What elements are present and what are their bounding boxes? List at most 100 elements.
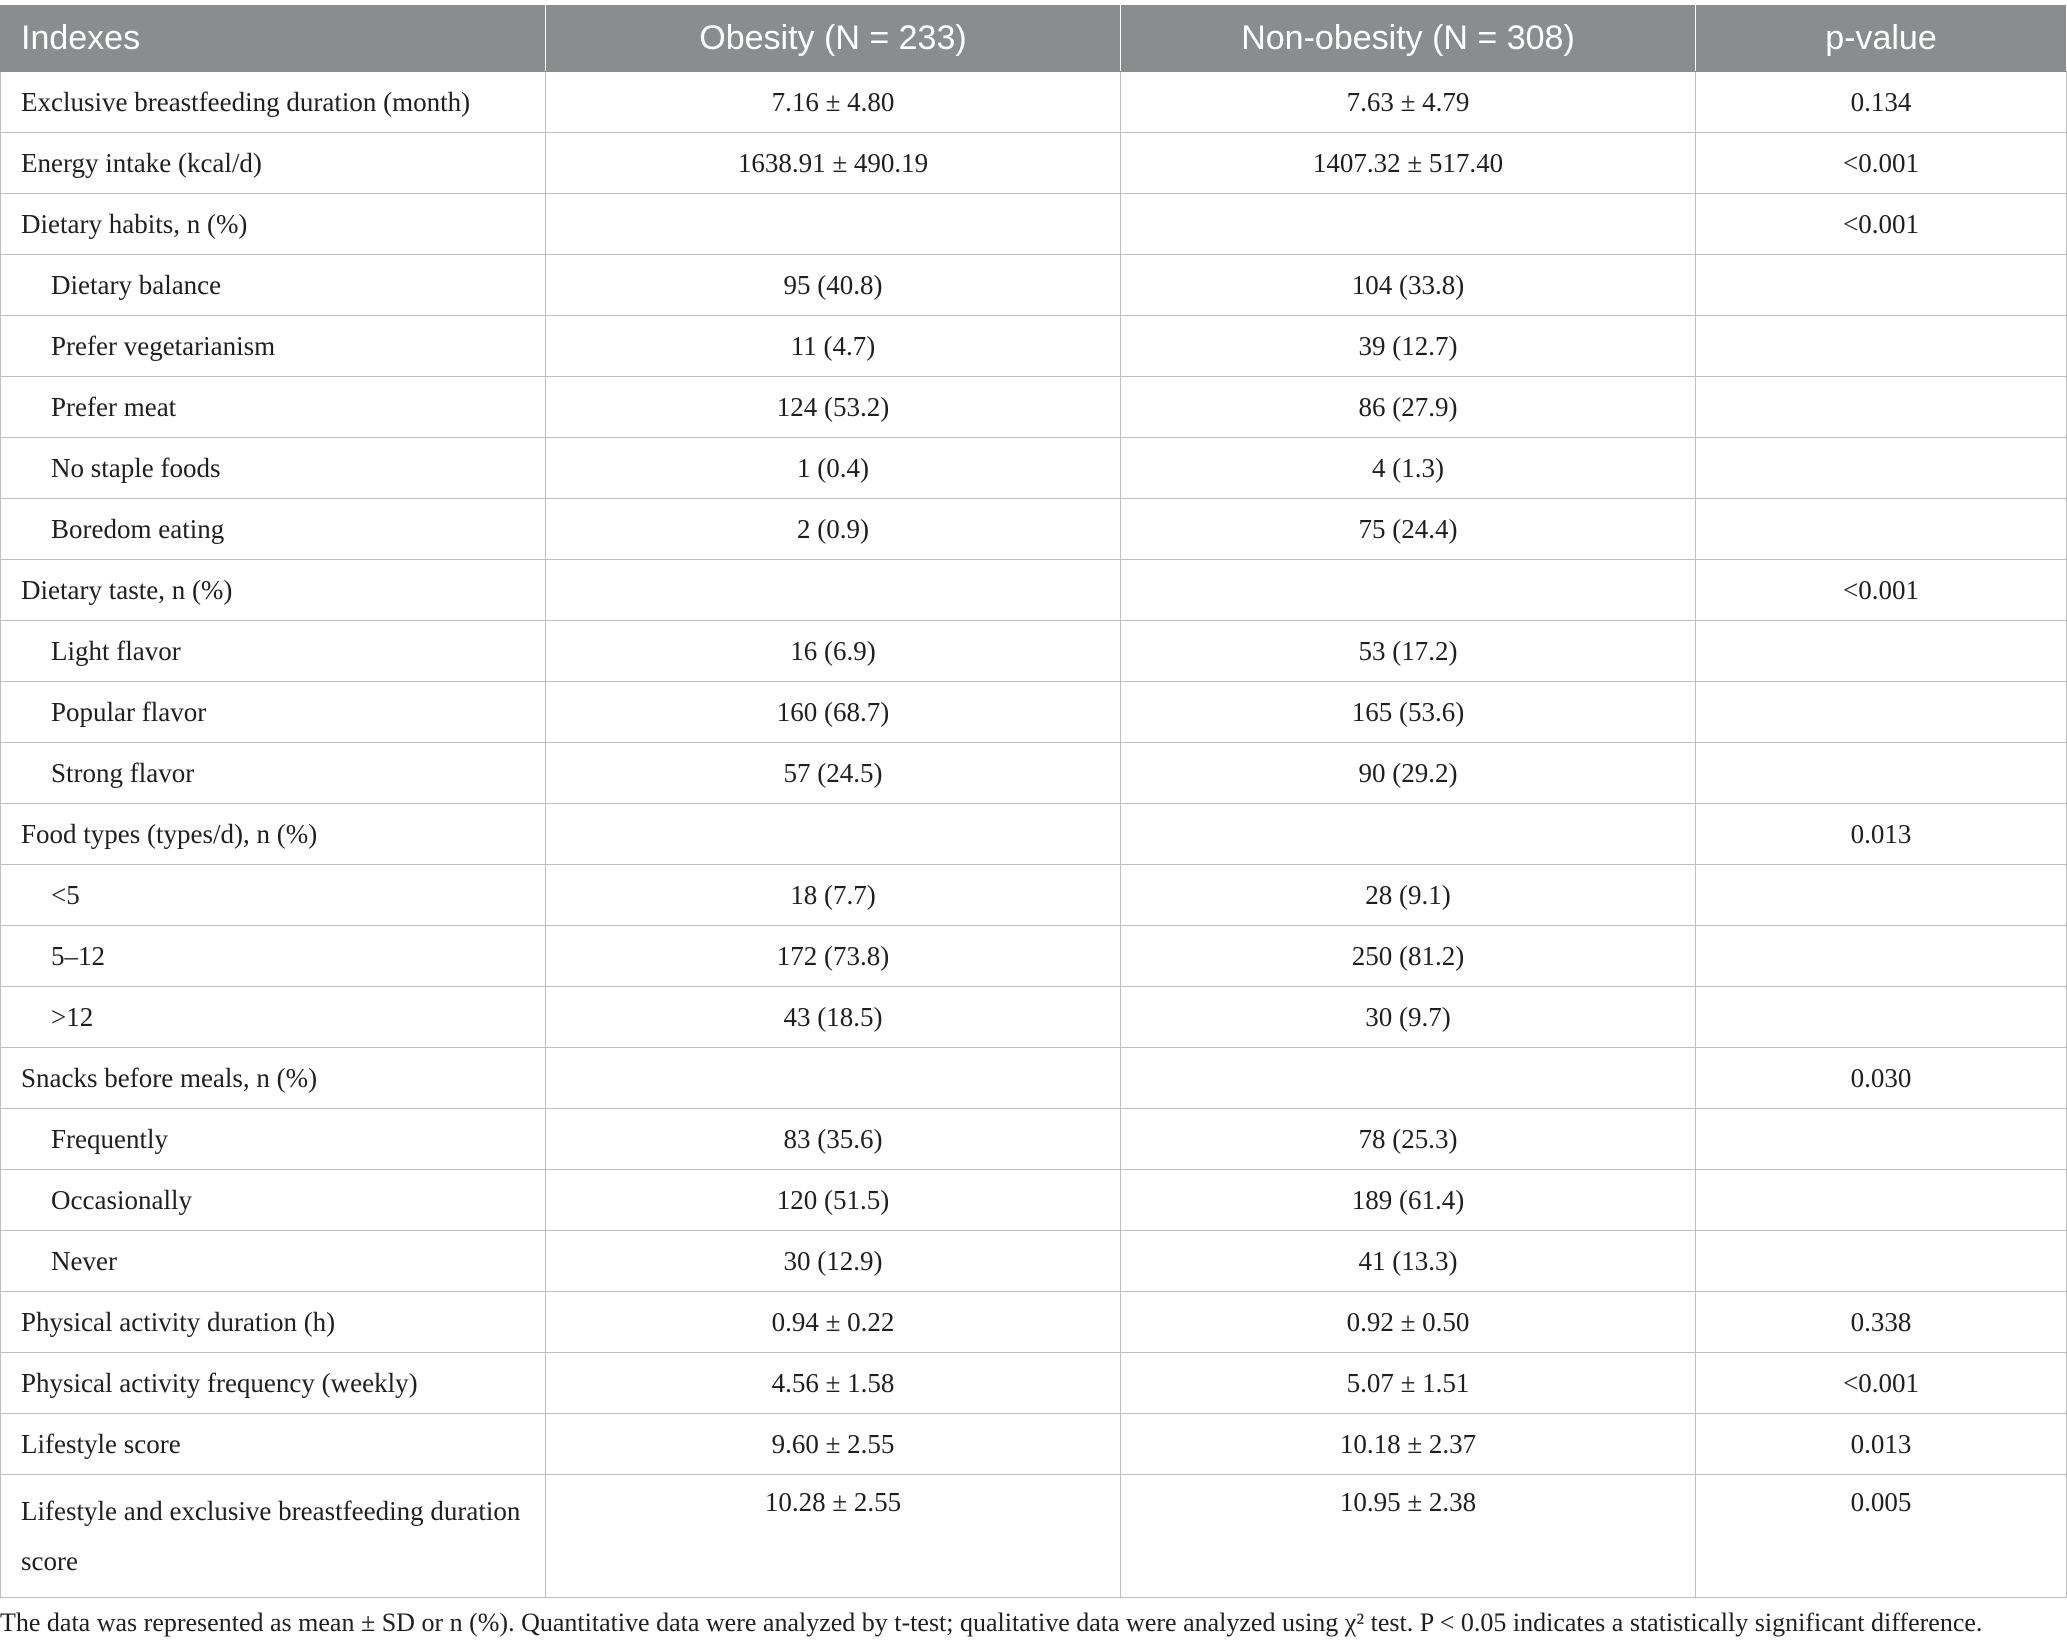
non-obesity-value: 86 (27.9) xyxy=(1120,376,1696,438)
non-obesity-value: 53 (17.2) xyxy=(1120,620,1696,682)
obesity-value: 7.16 ± 4.80 xyxy=(545,71,1121,133)
obesity-value: 1638.91 ± 490.19 xyxy=(545,132,1121,194)
table-row: Boredom eating 2 (0.9) 75 (24.4) xyxy=(0,498,2067,560)
table-row: Lifestyle score 9.60 ± 2.55 10.18 ± 2.37… xyxy=(0,1413,2067,1475)
p-value: <0.001 xyxy=(1695,193,2067,255)
table-row: Dietary habits, n (%) <0.001 xyxy=(0,193,2067,255)
obesity-value xyxy=(545,193,1121,255)
non-obesity-value xyxy=(1120,803,1696,865)
row-label: Dietary habits, n (%) xyxy=(0,193,546,255)
non-obesity-value: 104 (33.8) xyxy=(1120,254,1696,316)
table-row: Prefer meat 124 (53.2) 86 (27.9) xyxy=(0,376,2067,438)
p-value: 0.338 xyxy=(1695,1291,2067,1353)
row-label: Physical activity frequency (weekly) xyxy=(0,1352,546,1414)
table-row: >12 43 (18.5) 30 (9.7) xyxy=(0,986,2067,1048)
obesity-value: 160 (68.7) xyxy=(545,681,1121,743)
non-obesity-value: 41 (13.3) xyxy=(1120,1230,1696,1292)
row-label: Prefer meat xyxy=(0,376,546,438)
table-row: Strong flavor 57 (24.5) 90 (29.2) xyxy=(0,742,2067,804)
row-label: Lifestyle score xyxy=(0,1413,546,1475)
obesity-value: 10.28 ± 2.55 xyxy=(545,1474,1121,1598)
obesity-value: 43 (18.5) xyxy=(545,986,1121,1048)
p-value xyxy=(1695,620,2067,682)
p-value xyxy=(1695,1169,2067,1231)
non-obesity-value: 10.95 ± 2.38 xyxy=(1120,1474,1696,1598)
obesity-value: 120 (51.5) xyxy=(545,1169,1121,1231)
row-label: Prefer vegetarianism xyxy=(0,315,546,377)
table-row: <5 18 (7.7) 28 (9.1) xyxy=(0,864,2067,926)
p-value xyxy=(1695,681,2067,743)
obesity-value: 11 (4.7) xyxy=(545,315,1121,377)
obesity-value: 172 (73.8) xyxy=(545,925,1121,987)
row-label: Dietary balance xyxy=(0,254,546,316)
header-obesity: Obesity (N = 233) xyxy=(545,5,1121,72)
non-obesity-value xyxy=(1120,1047,1696,1109)
row-label: Occasionally xyxy=(0,1169,546,1231)
p-value: <0.001 xyxy=(1695,132,2067,194)
header-indexes: Indexes xyxy=(0,5,546,72)
p-value xyxy=(1695,1108,2067,1170)
table-body: Exclusive breastfeeding duration (month)… xyxy=(0,71,2067,1598)
p-value xyxy=(1695,437,2067,499)
table-row: Never 30 (12.9) 41 (13.3) xyxy=(0,1230,2067,1292)
row-label: No staple foods xyxy=(0,437,546,499)
obesity-value: 0.94 ± 0.22 xyxy=(545,1291,1121,1353)
p-value: 0.030 xyxy=(1695,1047,2067,1109)
non-obesity-value: 4 (1.3) xyxy=(1120,437,1696,499)
data-table: Indexes Obesity (N = 233) Non-obesity (N… xyxy=(0,5,2067,1598)
p-value xyxy=(1695,315,2067,377)
table-row: Physical activity duration (h) 0.94 ± 0.… xyxy=(0,1291,2067,1353)
p-value xyxy=(1695,376,2067,438)
table-row: Popular flavor 160 (68.7) 165 (53.6) xyxy=(0,681,2067,743)
obesity-value: 16 (6.9) xyxy=(545,620,1121,682)
non-obesity-value: 0.92 ± 0.50 xyxy=(1120,1291,1696,1353)
table-row: 5–12 172 (73.8) 250 (81.2) xyxy=(0,925,2067,987)
table-header: Indexes Obesity (N = 233) Non-obesity (N… xyxy=(0,5,2067,72)
table-row: Occasionally 120 (51.5) 189 (61.4) xyxy=(0,1169,2067,1231)
obesity-value: 30 (12.9) xyxy=(545,1230,1121,1292)
non-obesity-value: 30 (9.7) xyxy=(1120,986,1696,1048)
table-row: Frequently 83 (35.6) 78 (25.3) xyxy=(0,1108,2067,1170)
p-value xyxy=(1695,986,2067,1048)
p-value: <0.001 xyxy=(1695,1352,2067,1414)
non-obesity-value: 90 (29.2) xyxy=(1120,742,1696,804)
row-label: Popular flavor xyxy=(0,681,546,743)
p-value: 0.134 xyxy=(1695,71,2067,133)
row-label: Strong flavor xyxy=(0,742,546,804)
non-obesity-value: 250 (81.2) xyxy=(1120,925,1696,987)
non-obesity-value: 1407.32 ± 517.40 xyxy=(1120,132,1696,194)
non-obesity-value: 5.07 ± 1.51 xyxy=(1120,1352,1696,1414)
non-obesity-value: 10.18 ± 2.37 xyxy=(1120,1413,1696,1475)
p-value xyxy=(1695,498,2067,560)
obesity-value xyxy=(545,803,1121,865)
table-row: Physical activity frequency (weekly) 4.5… xyxy=(0,1352,2067,1414)
obesity-value: 95 (40.8) xyxy=(545,254,1121,316)
obesity-value xyxy=(545,1047,1121,1109)
obesity-value: 124 (53.2) xyxy=(545,376,1121,438)
row-label: Snacks before meals, n (%) xyxy=(0,1047,546,1109)
table-row: Lifestyle and exclusive breastfeeding du… xyxy=(0,1474,2067,1598)
non-obesity-value: 28 (9.1) xyxy=(1120,864,1696,926)
table-row: Food types (types/d), n (%) 0.013 xyxy=(0,803,2067,865)
non-obesity-value: 165 (53.6) xyxy=(1120,681,1696,743)
obesity-value: 18 (7.7) xyxy=(545,864,1121,926)
obesity-value: 2 (0.9) xyxy=(545,498,1121,560)
table-row: Prefer vegetarianism 11 (4.7) 39 (12.7) xyxy=(0,315,2067,377)
table-footnote: The data was represented as mean ± SD or… xyxy=(0,1608,1983,1637)
obesity-value: 9.60 ± 2.55 xyxy=(545,1413,1121,1475)
non-obesity-value: 78 (25.3) xyxy=(1120,1108,1696,1170)
obesity-value: 1 (0.4) xyxy=(545,437,1121,499)
non-obesity-value: 7.63 ± 4.79 xyxy=(1120,71,1696,133)
table-row: Exclusive breastfeeding duration (month)… xyxy=(0,71,2067,133)
header-non-obesity: Non-obesity (N = 308) xyxy=(1120,5,1696,72)
p-value xyxy=(1695,864,2067,926)
row-label: Energy intake (kcal/d) xyxy=(0,132,546,194)
p-value: <0.001 xyxy=(1695,559,2067,621)
p-value: 0.013 xyxy=(1695,1413,2067,1475)
table-row: Dietary balance 95 (40.8) 104 (33.8) xyxy=(0,254,2067,316)
non-obesity-value xyxy=(1120,193,1696,255)
row-label: >12 xyxy=(0,986,546,1048)
header-p-value: p-value xyxy=(1695,5,2067,72)
p-value xyxy=(1695,742,2067,804)
row-label: Dietary taste, n (%) xyxy=(0,559,546,621)
